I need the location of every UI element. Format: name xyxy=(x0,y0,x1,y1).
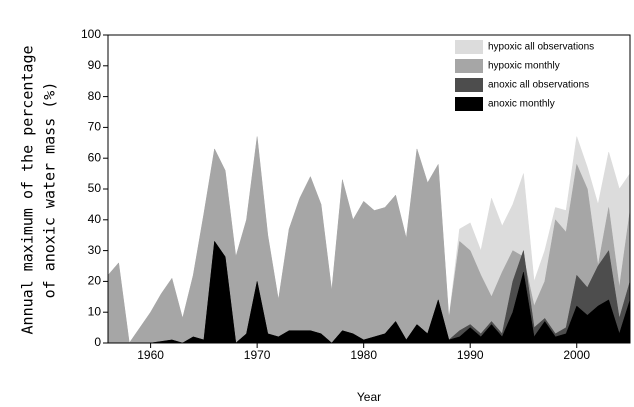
x-axis-label: Year xyxy=(357,390,381,404)
y-axis-label: Annual maximum of the percentage xyxy=(19,46,37,335)
y-tick-label: 90 xyxy=(88,58,102,72)
area xyxy=(108,240,631,344)
y-tick-label: 30 xyxy=(88,243,102,257)
x-tick-label: 1960 xyxy=(137,348,164,362)
legend-swatch xyxy=(455,97,483,111)
y-tick-label: 100 xyxy=(81,27,101,41)
legend-swatch xyxy=(455,59,483,73)
x-tick-label: 1980 xyxy=(350,348,377,362)
y-tick-label: 70 xyxy=(88,120,102,134)
y-tick-label: 20 xyxy=(88,274,102,288)
x-tick-label: 1970 xyxy=(244,348,271,362)
y-tick-label: 0 xyxy=(94,335,101,349)
y-tick-label: 10 xyxy=(88,304,102,318)
legend-swatch xyxy=(455,78,483,92)
y-axis-label: of anoxic water mass (%) xyxy=(41,82,59,299)
legend-label: anoxic monthly xyxy=(488,99,555,110)
legend-label: hypoxic all observations xyxy=(488,42,594,53)
x-tick-label: 1990 xyxy=(457,348,484,362)
legend-label: anoxic all observations xyxy=(488,80,589,91)
y-tick-label: 60 xyxy=(88,150,102,164)
x-tick-label: 2000 xyxy=(563,348,590,362)
y-tick-label: 40 xyxy=(88,212,102,226)
y-tick-label: 50 xyxy=(88,181,102,195)
area xyxy=(107,136,631,344)
legend-swatch xyxy=(455,40,483,54)
y-tick-label: 80 xyxy=(88,89,102,103)
legend-label: hypoxic monthly xyxy=(488,61,560,72)
